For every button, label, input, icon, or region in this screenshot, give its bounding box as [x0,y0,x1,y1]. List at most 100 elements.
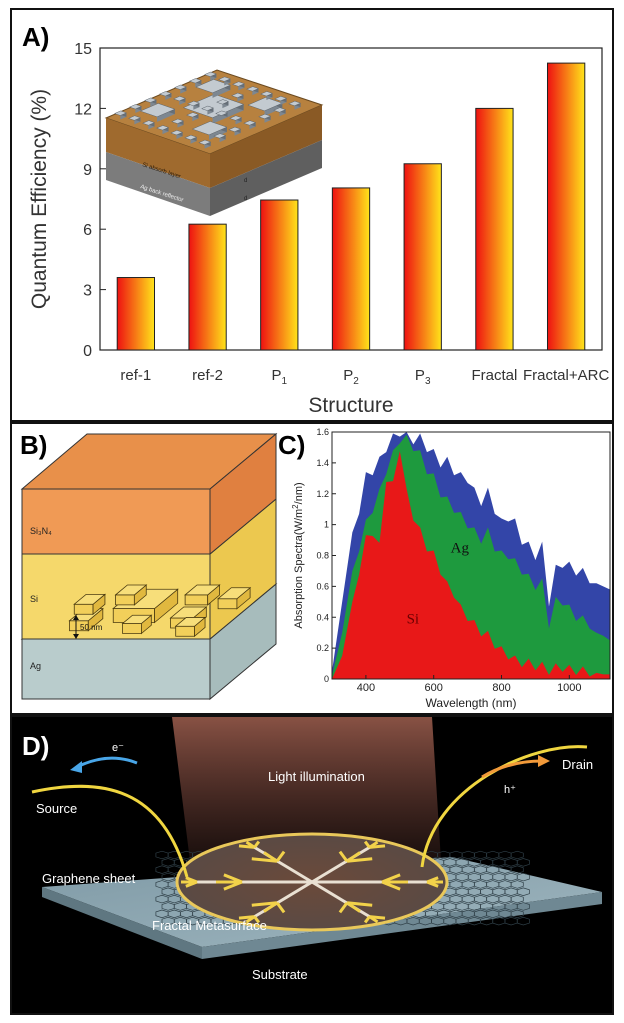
layer-label-si: Si [30,594,38,604]
inset-cube-top [200,105,215,111]
inset-cube-top [288,100,302,107]
graphene-hexagon [492,916,506,926]
x-tick-label-base: P [343,367,353,384]
fractal-branch [251,857,278,863]
nanostructure-top [73,593,107,605]
y-tick-label: 6 [83,222,92,239]
inset-cube-top [230,92,245,98]
fractal-branch [346,857,373,863]
x-tick-label: P1 [271,367,287,387]
panel-letter-d: D) [22,731,49,761]
nanostructure-top [216,587,252,600]
y-tick-label: 0 [324,674,329,684]
fractal-branch [369,844,386,849]
spectrum-area [332,451,610,679]
y-tick-label: 15 [74,41,92,58]
graphene-hexagon [510,894,524,904]
inset-cube-top [273,107,287,113]
x-tick-label: Fractal [472,367,518,384]
inset-cube-top [182,93,245,119]
inset-front-right [210,105,322,188]
layer-stack-illustration: B) Si₃N₄ Si Ag 50 nm [20,430,278,701]
y-axis-label-c: Absorption Spectra(W/m2/nm) [291,482,305,628]
inset-cube-top [113,110,128,116]
inset-cube-top [156,125,170,131]
fractal-branch [263,851,278,863]
inset-cube-top [215,110,229,116]
x-tick-label: 600 [425,682,443,694]
graphene-hexagon [510,880,524,889]
inset-cube-top [198,139,212,145]
graphene-hexagon [510,865,524,874]
fractal-metasurface-label: Fractal Metasurface [152,918,267,933]
y-tick-label: 9 [83,162,92,179]
inset-cube-top [172,96,187,102]
inset-cube-top [229,115,243,121]
nanostructure-top [114,584,148,596]
graphene-hexagon [516,916,530,926]
layer-label-ag: Ag [30,661,41,671]
fractal-branch [245,840,256,849]
dimension-arrow-up [73,615,79,620]
y-tick-label: 12 [74,101,92,118]
fractal-branch [251,901,278,907]
x-tick-label-base: P [415,367,425,384]
inset-cube-top [186,100,201,107]
inset-cube-top [228,126,242,132]
bar [188,223,227,351]
x-tick-label: P3 [415,367,431,387]
substrate-front-left [42,887,202,959]
substrate-label: Substrate [252,967,308,982]
inset-dim-1: d [244,178,247,184]
drain-label: Drain [562,757,593,772]
x-tick-label-base: ref-1 [120,367,151,384]
inset-cube-top [231,81,246,87]
x-tick-label-base: Fractal [472,367,518,384]
y-tick-label: 1.4 [316,458,329,468]
y-axis-label-c-sup: 2 [291,504,300,509]
absorption-spectra-chart: 0 0.2 0.4 0.6 0.8 1 1.2 1.4 1.6 400 600 800 1000 Wave… [291,427,611,710]
y-axis-label-c-suffix: /nm) [293,482,305,504]
y-axis-label: Quantum Efficiency (%) [28,89,51,309]
inset-cube-top [128,104,143,110]
graphene-hexagon [516,887,530,896]
graphene-hexagon [504,858,518,867]
inset-cube-top [170,130,184,136]
graphene-hexagon [461,850,475,860]
fractal-branch [275,901,286,914]
graphene-device-illustration: D) e⁻ Source Light illumination Drain h⁺… [22,717,602,982]
x-tick-label: P2 [343,367,359,387]
x-tick-label-sub: 2 [353,376,359,387]
dimension-arrow-down [73,634,79,639]
inset-cube-top [173,84,188,90]
x-axis-label-c: Wavelength (nm) [426,696,517,710]
graphene-hexagon [161,858,175,867]
inset-front-left [106,118,210,188]
panel-letter-a: A) [22,22,49,52]
graphene-hexagon [498,850,512,860]
bar [475,107,514,351]
light-illumination-label: Light illumination [268,769,365,784]
fractal-branch [346,901,373,907]
bar [260,199,299,351]
inset-cube-top [243,120,257,126]
hole-arrow [481,759,543,779]
fractal-branch [381,880,401,891]
panel-bc: B) Si₃N₄ Si Ag 50 nm C) 0 0.2 0.4 0.6 0.8 1 1.… [10,422,614,715]
fractal-branch [426,880,439,888]
fractal-branch [223,873,243,884]
graphene-hexagon [516,872,530,882]
graphene-hexagon [516,858,530,867]
x-tick-label: ref-2 [192,367,223,384]
source-wire [31,784,189,878]
inset-cube-top [127,115,142,121]
fractal-branch [275,850,286,863]
electron-arrowhead [70,761,82,773]
x-tick-label-base: Fractal+ARC [523,367,609,384]
nanostructure-face [175,625,195,637]
inset-dim-2: d [244,196,247,202]
y-tick-label: 0.2 [316,643,329,653]
si3n4-layer-front [21,488,211,555]
y-tick-label: 1.6 [316,427,329,437]
